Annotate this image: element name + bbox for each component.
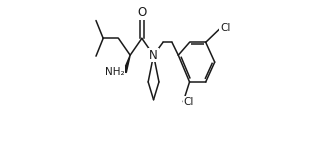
Text: O: O bbox=[137, 6, 146, 19]
Text: Cl: Cl bbox=[183, 97, 194, 107]
Text: N: N bbox=[149, 49, 158, 62]
Text: Cl: Cl bbox=[220, 23, 230, 33]
Text: NH₂: NH₂ bbox=[105, 67, 125, 77]
Polygon shape bbox=[123, 55, 130, 73]
